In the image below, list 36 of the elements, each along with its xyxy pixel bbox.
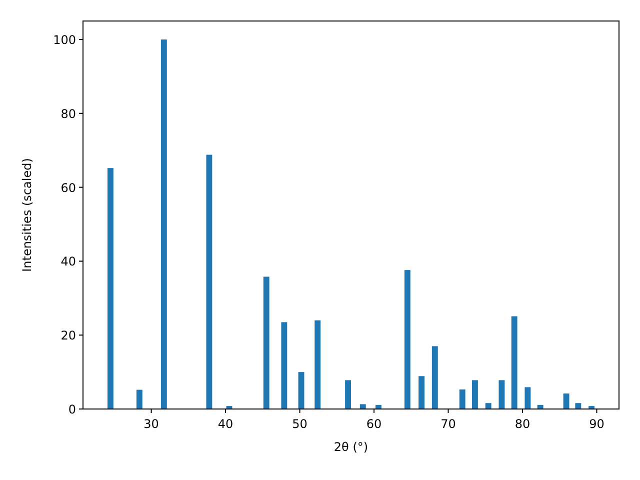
y-axis-title: Intensities (scaled): [20, 158, 34, 272]
bar: [298, 372, 304, 409]
bar: [404, 270, 410, 409]
x-axis-title: 2θ (°): [334, 440, 368, 454]
bar: [472, 380, 478, 409]
y-tick-label: 60: [60, 180, 76, 195]
bar: [563, 393, 570, 409]
y-tick-label: 40: [60, 254, 76, 269]
x-tick-label: 90: [589, 417, 604, 431]
bar: [108, 168, 114, 409]
x-tick-label: 70: [440, 417, 456, 431]
x-tick-label: 60: [366, 417, 382, 431]
bar: [459, 389, 466, 409]
bar: [160, 39, 167, 409]
x-tick-label: 40: [218, 417, 234, 431]
bar: [136, 390, 142, 409]
x-tick-label: 80: [514, 417, 530, 431]
y-tick-label: 100: [53, 32, 76, 47]
x-tick-label: 50: [292, 417, 308, 431]
bar: [281, 322, 288, 409]
bar: [360, 404, 366, 409]
bar: [263, 276, 270, 409]
bar: [345, 380, 351, 409]
bar: [511, 316, 518, 409]
bar: [524, 387, 531, 409]
y-tick-label: 20: [60, 328, 76, 343]
y-tick-label: 80: [60, 106, 76, 121]
bar: [485, 403, 492, 409]
x-tick-label: 30: [144, 417, 159, 431]
bar: [432, 346, 438, 409]
bar: [314, 320, 321, 409]
y-tick-label: 0: [68, 402, 76, 416]
bar: [575, 403, 582, 409]
bar: [206, 154, 212, 409]
bar: [418, 376, 424, 409]
bar: [498, 380, 505, 409]
